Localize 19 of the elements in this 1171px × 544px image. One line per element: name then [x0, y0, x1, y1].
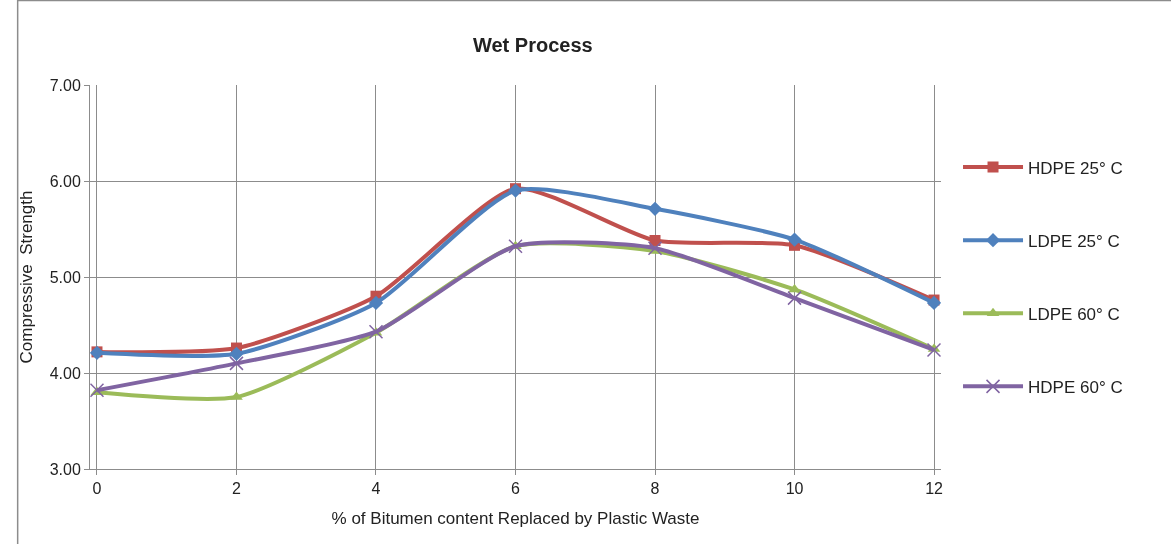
- x-tick-label: 2: [232, 480, 242, 498]
- x-tick-label: 4: [371, 480, 381, 498]
- x-tick-label: 6: [511, 480, 521, 498]
- y-axis-title: Compressive Strength: [17, 190, 37, 364]
- legend-label: HDPE 25° C: [1028, 158, 1123, 178]
- y-tick-label: 6.00: [49, 172, 81, 190]
- chart-title: Wet Process: [472, 34, 593, 57]
- legend-label: LDPE 25° C: [1028, 231, 1120, 251]
- y-tick-label: 5.00: [49, 268, 81, 286]
- x-tick-label: 12: [925, 480, 944, 498]
- y-tick-label: 4.00: [49, 364, 81, 382]
- y-tick-label: 7.00: [49, 76, 81, 94]
- y-tick-label: 3.00: [49, 460, 81, 478]
- x-tick-label: 0: [92, 480, 102, 498]
- x-tick-label: 8: [650, 480, 660, 498]
- legend-label: HDPE 60° C: [1028, 377, 1123, 397]
- x-tick-label: 10: [785, 480, 804, 498]
- legend-label: LDPE 60° C: [1028, 304, 1120, 324]
- x-axis-title: % of Bitumen content Replaced by Plastic Waste: [331, 508, 700, 528]
